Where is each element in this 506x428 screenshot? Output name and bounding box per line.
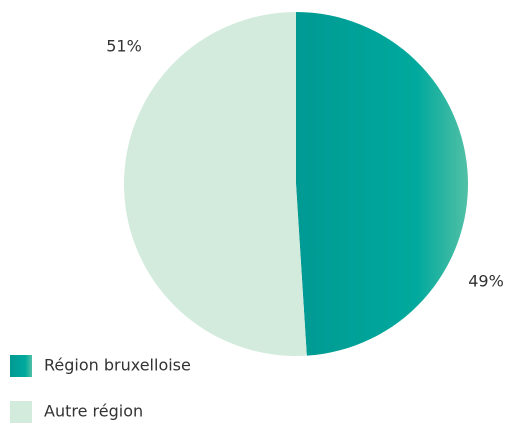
slice-label: 49% bbox=[468, 272, 504, 291]
legend-swatch bbox=[10, 355, 32, 377]
legend-label: Région bruxelloise bbox=[44, 356, 191, 375]
pie-slice bbox=[296, 12, 468, 356]
slice-label: 51% bbox=[106, 37, 142, 56]
pie-slice bbox=[123, 12, 307, 357]
legend-label: Autre région bbox=[44, 402, 143, 421]
legend-swatch bbox=[10, 401, 32, 423]
